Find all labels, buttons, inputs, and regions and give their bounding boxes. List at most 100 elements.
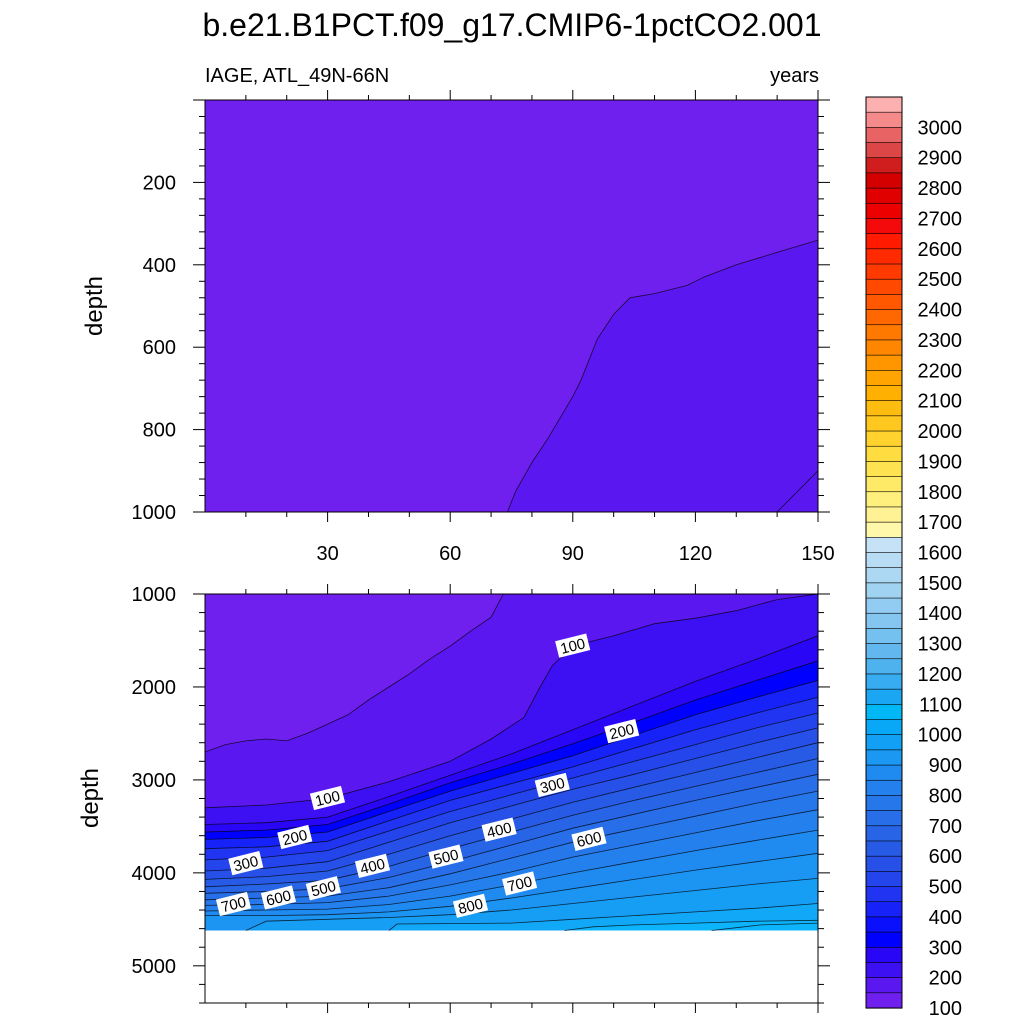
y-tick-label: 1000 bbox=[132, 502, 177, 524]
contour-line bbox=[205, 594, 818, 809]
contour-label-box bbox=[534, 772, 570, 798]
figure-title: b.e21.B1PCT.f09_g17.CMIP6-1pctCO2.001 bbox=[202, 7, 821, 43]
colorbar-swatch bbox=[865, 992, 903, 1009]
y-tick-label: 2000 bbox=[132, 677, 177, 699]
y-tick-label: 400 bbox=[143, 255, 176, 277]
colorbar-swatch bbox=[865, 127, 903, 144]
colorbar-swatch bbox=[865, 977, 903, 994]
colorbar-swatch bbox=[865, 597, 903, 614]
contour-label-box bbox=[604, 718, 640, 744]
contour-line bbox=[711, 922, 818, 931]
contour-label-box bbox=[215, 891, 252, 917]
contour-label-box bbox=[277, 824, 313, 850]
colorbar-swatch bbox=[865, 810, 903, 827]
lower-panel-contours bbox=[205, 594, 818, 931]
contour-label-text: 700 bbox=[506, 873, 534, 896]
colorbar-label: 2000 bbox=[918, 421, 963, 443]
colorbar-label: 1500 bbox=[918, 573, 963, 595]
colorbar-swatch bbox=[865, 537, 903, 554]
colorbar: 3000 2900 2800 2700 2600 2500 2400 2300 2200 2100… bbox=[865, 96, 963, 1020]
colorbar-label: 900 bbox=[929, 755, 962, 777]
contour-label-text: 600 bbox=[575, 829, 603, 852]
contour-label-text: 100 bbox=[314, 788, 342, 811]
colorbar-swatch bbox=[865, 688, 903, 705]
colorbar-label: 3000 bbox=[918, 117, 963, 139]
colorbar-label: 1300 bbox=[918, 634, 963, 656]
colorbar-label: 400 bbox=[929, 907, 962, 929]
colorbar-swatch bbox=[865, 946, 903, 964]
colorbar-swatch bbox=[865, 400, 903, 417]
y-tick-label: 200 bbox=[143, 172, 176, 194]
contour-label-box bbox=[501, 871, 538, 896]
right-subtitle: years bbox=[770, 65, 819, 87]
colorbar-swatch bbox=[865, 172, 903, 189]
colorbar-swatch bbox=[865, 461, 903, 478]
contour-label: 400 bbox=[481, 817, 517, 842]
colorbar-swatch bbox=[865, 673, 903, 690]
colorbar-label: 1800 bbox=[918, 482, 963, 504]
colorbar-swatch bbox=[865, 445, 903, 463]
colorbar-swatch bbox=[865, 628, 903, 645]
colorbar-swatch bbox=[865, 704, 903, 721]
upper-panel-contours bbox=[507, 239, 818, 512]
colorbar-swatch bbox=[865, 886, 903, 903]
y-tick-label: 800 bbox=[143, 420, 176, 442]
y-tick-label: 1000 bbox=[132, 584, 177, 606]
upper-y-axis-label: depth bbox=[81, 276, 108, 336]
contour-label-box bbox=[481, 817, 517, 842]
x-tick-label: 90 bbox=[562, 543, 584, 565]
contour-line bbox=[245, 878, 818, 931]
colorbar-swatch bbox=[865, 643, 903, 660]
colorbar-swatch bbox=[865, 187, 903, 204]
colorbar-swatch bbox=[865, 248, 903, 265]
contour-line bbox=[564, 919, 818, 931]
colorbar-swatch bbox=[865, 719, 903, 736]
contour-label-text: 500 bbox=[432, 846, 460, 869]
colorbar-swatch bbox=[865, 369, 903, 387]
contour-line bbox=[205, 773, 818, 894]
contour-band-fill bbox=[507, 240, 818, 512]
contour-label-box bbox=[309, 785, 346, 811]
colorbar-swatch bbox=[865, 202, 903, 220]
contour-label-text: 100 bbox=[559, 635, 587, 658]
colorbar-swatch bbox=[865, 309, 903, 326]
contour-line bbox=[205, 790, 818, 901]
colorbar-swatch bbox=[865, 567, 903, 584]
colorbar-swatch bbox=[865, 233, 903, 250]
colorbar-label: 2200 bbox=[918, 360, 963, 382]
colorbar-swatch bbox=[865, 157, 903, 174]
colorbar-swatch bbox=[865, 339, 903, 356]
colorbar-frame bbox=[865, 96, 903, 1009]
colorbar-label: 1700 bbox=[918, 512, 963, 534]
contour-label-box bbox=[555, 633, 591, 658]
colorbar-swatch bbox=[865, 142, 903, 159]
colorbar-label: 100 bbox=[929, 998, 962, 1020]
contour-label-box bbox=[228, 850, 264, 876]
colorbar-swatch bbox=[865, 825, 903, 842]
contour-label-text: 200 bbox=[281, 827, 309, 850]
colorbar-label: 2100 bbox=[918, 391, 963, 413]
contour-line bbox=[205, 712, 818, 861]
y-tick-label: 5000 bbox=[132, 956, 177, 978]
upper-panel-frame bbox=[204, 99, 819, 513]
contour-label: 700 bbox=[215, 891, 252, 917]
colorbar-swatch bbox=[865, 734, 903, 751]
contour-label: 400 bbox=[354, 853, 391, 878]
lower-panel-ticks: 1000 2000 3000 4000 5000 bbox=[132, 584, 830, 1013]
contour-line bbox=[205, 635, 818, 825]
contour-label-text: 200 bbox=[608, 721, 636, 744]
colorbar-swatch bbox=[865, 901, 903, 918]
contour-label-text: 700 bbox=[220, 894, 248, 917]
colorbar-swatch bbox=[865, 324, 903, 341]
colorbar-swatch bbox=[865, 218, 903, 235]
colorbar-swatch bbox=[865, 658, 903, 675]
contour-label: 200 bbox=[277, 824, 313, 850]
y-tick-label: 4000 bbox=[132, 863, 177, 885]
colorbar-label: 300 bbox=[929, 937, 962, 959]
colorbar-swatch bbox=[865, 476, 903, 493]
contour-band-fill bbox=[711, 923, 818, 931]
colorbar-swatch bbox=[865, 962, 903, 979]
colorbar-label: 2500 bbox=[918, 269, 963, 291]
